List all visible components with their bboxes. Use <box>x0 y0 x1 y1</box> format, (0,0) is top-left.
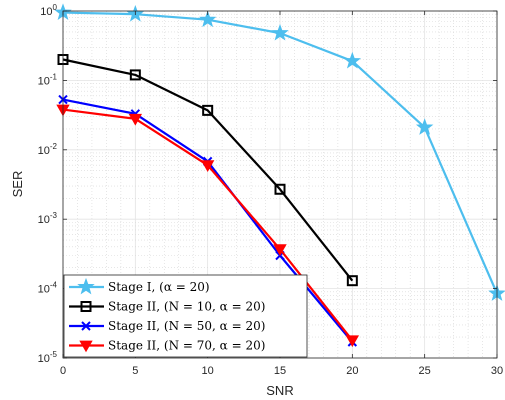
data-point <box>202 104 214 116</box>
data-point <box>271 23 289 41</box>
y-tick-label: 10-3 <box>38 211 58 226</box>
legend-marker <box>81 321 91 331</box>
data-point <box>345 335 360 348</box>
data-point <box>346 275 358 287</box>
data-point <box>274 183 286 195</box>
legend-item: Stage II, (N = 70, α = 20) <box>69 339 265 353</box>
legend-marker <box>80 301 92 312</box>
legend-label: Stage II, (N = 10, α = 20) <box>108 300 265 314</box>
y-tick-label: 10-2 <box>38 142 58 157</box>
legend-label: Stage II, (N = 50, α = 20) <box>108 319 265 333</box>
legend-marker <box>77 277 95 295</box>
y-tick-label: 10-1 <box>38 72 58 87</box>
x-tick-label: 25 <box>419 365 431 377</box>
y-axis-label: SER <box>10 171 25 198</box>
legend-item: Stage II, (N = 10, α = 20) <box>69 300 265 314</box>
legend-item: Stage II, (N = 50, α = 20) <box>69 319 265 333</box>
series-layer <box>54 3 505 348</box>
y-tick-label: 10-4 <box>38 281 58 296</box>
legend-box <box>63 274 308 358</box>
legend-marker <box>79 340 93 353</box>
y-tick-labels: 10-5 10-4 10-3 10-2 10-1 100 <box>38 3 58 365</box>
x-tick-label: 30 <box>491 365 503 377</box>
legend-label: Stage II, (N = 70, α = 20) <box>108 339 265 353</box>
legend-label: Stage I, (α = 20) <box>108 280 210 294</box>
legend-item: Stage I, (α = 20) <box>69 277 210 295</box>
x-tick-label: 15 <box>274 365 286 377</box>
data-point <box>273 244 287 256</box>
data-point <box>129 69 141 81</box>
y-tick-label: 10-5 <box>38 350 58 365</box>
x-tick-label: 0 <box>60 365 66 377</box>
data-point <box>343 51 362 69</box>
x-tick-labels: 0 5 10 15 20 25 30 <box>60 365 503 377</box>
x-tick-label: 5 <box>132 365 138 377</box>
data-point <box>198 10 217 28</box>
data-point <box>200 160 215 173</box>
data-point <box>128 113 143 126</box>
x-tick-label: 20 <box>346 365 358 377</box>
y-tick-label: 100 <box>40 3 57 18</box>
series-line <box>62 58 354 282</box>
data-point <box>415 118 434 135</box>
x-tick-label: 10 <box>202 365 214 377</box>
legend: Stage I, (α = 20) Stage II, (N = 10, α = … <box>63 274 308 358</box>
x-axis-label: SNR <box>266 383 293 398</box>
